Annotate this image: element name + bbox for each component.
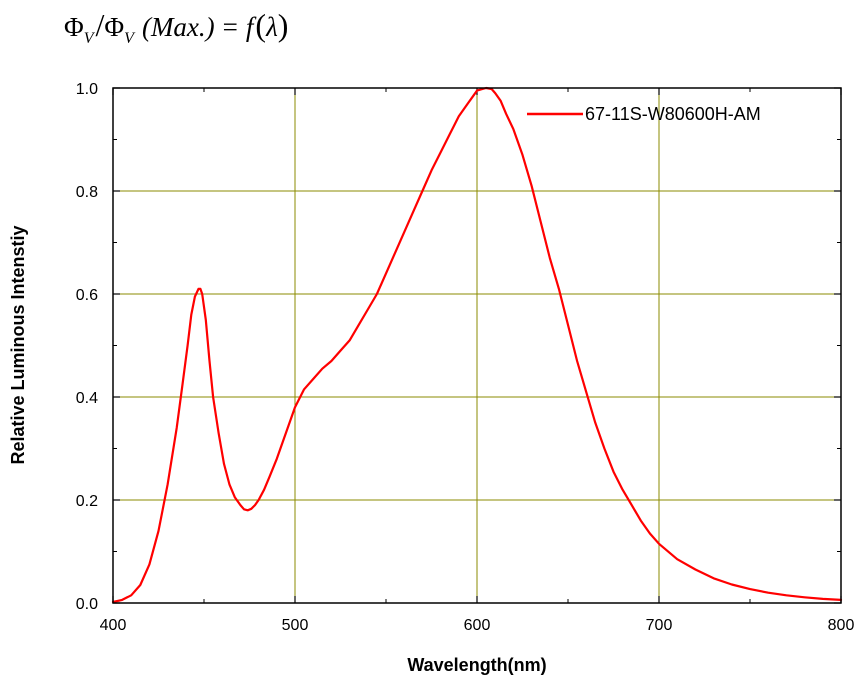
grid (113, 88, 841, 603)
y-tick-label: 0.6 (76, 287, 98, 304)
y-tick-label: 1.0 (76, 81, 98, 98)
y-tick-label: 0.0 (76, 596, 98, 613)
formula-title: ΦV/ΦV (Max.) = f(λ) (64, 7, 288, 47)
formula-phi: Φ (64, 12, 84, 42)
x-tick-label: 400 (100, 617, 127, 634)
x-axis-title: Wavelength(nm) (407, 655, 546, 675)
y-tick-label: 0.8 (76, 184, 98, 201)
legend: 67-11S-W80600H-AM (527, 104, 761, 124)
x-tick-label: 700 (646, 617, 673, 634)
series-layer (111, 86, 843, 604)
formula-subscript: V (84, 30, 96, 47)
x-tick-label: 500 (282, 617, 309, 634)
x-tick-label: 800 (828, 617, 855, 634)
formula-paren-close: ) (278, 7, 289, 43)
series-line (111, 86, 843, 604)
x-tick-label: 600 (464, 617, 491, 634)
y-tick-label: 0.4 (76, 390, 98, 407)
plot-frame (112, 87, 842, 604)
legend-label: 67-11S-W80600H-AM (585, 104, 761, 124)
formula-slash: / (96, 7, 105, 43)
formula-equals: = (223, 12, 238, 42)
formula-lambda: λ (265, 12, 278, 42)
formula-max: (Max.) (142, 12, 215, 42)
formula-paren-open: ( (255, 7, 266, 43)
y-tick-label: 0.2 (76, 493, 98, 510)
formula-phi: Φ (104, 12, 124, 42)
formula-f: f (246, 12, 257, 42)
y-axis-title: Relative Luminous Intenstiy (8, 225, 28, 464)
formula-subscript: V (124, 30, 136, 47)
axis-ticks: 400 500 600 700 800 0.0 0.2 0.4 0.6 0.8 1.0 (76, 81, 855, 634)
